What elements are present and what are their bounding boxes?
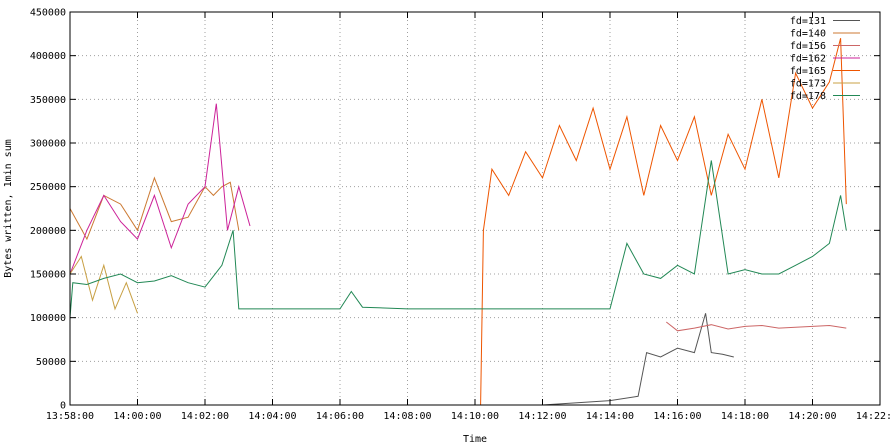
series-line-fd-131 xyxy=(70,313,734,406)
legend-label-fd-162: fd=162 xyxy=(790,54,826,65)
legend-label-fd-156: fd=156 xyxy=(790,41,826,52)
x-tick-label: 14:02:00 xyxy=(181,411,229,422)
x-tick-label: 14:16:00 xyxy=(653,411,701,422)
y-tick-label: 250000 xyxy=(30,182,66,193)
grid xyxy=(70,12,880,405)
y-tick-label: 150000 xyxy=(30,270,66,281)
x-tick-label: 14:00:00 xyxy=(113,411,161,422)
series-line-fd-173 xyxy=(69,255,138,314)
axis-ticks: 13:58:00 14:00:00 14:02:00 14:04:00 14:06:00… xyxy=(30,8,890,423)
y-tick-label: 400000 xyxy=(30,51,66,62)
x-axis-title: Time xyxy=(463,434,487,445)
x-tick-label: 14:14:00 xyxy=(586,411,634,422)
legend-label-fd-131: fd=131 xyxy=(790,16,826,27)
series-line-fd-156 xyxy=(665,321,847,332)
x-tick-label: 14:04:00 xyxy=(248,411,296,422)
y-tick-label: 50000 xyxy=(36,357,66,368)
y-tick-label: 350000 xyxy=(30,95,66,106)
series-lines xyxy=(69,38,847,406)
legend-label-fd-165: fd=165 xyxy=(790,66,826,77)
x-tick-label: 13:58:00 xyxy=(46,411,94,422)
series-line-fd-165 xyxy=(70,38,847,406)
y-tick-label: 300000 xyxy=(30,139,66,150)
legend-label-fd-178: fd=178 xyxy=(790,91,826,102)
x-tick-label: 14:08:00 xyxy=(383,411,431,422)
x-tick-label: 14:22:00 xyxy=(856,411,890,422)
x-tick-label: 14:06:00 xyxy=(316,411,364,422)
y-tick-label: 100000 xyxy=(30,313,66,324)
y-tick-label: 200000 xyxy=(30,226,66,237)
x-tick-label: 14:10:00 xyxy=(451,411,499,422)
x-tick-label: 14:12:00 xyxy=(518,411,566,422)
series-line-fd-178 xyxy=(69,160,847,318)
x-tick-label: 14:18:00 xyxy=(721,411,769,422)
y-axis-title: Bytes written, 1min sum xyxy=(3,139,14,277)
x-tick-label: 14:20:00 xyxy=(788,411,836,422)
y-tick-label: 450000 xyxy=(30,8,66,19)
legend-label-fd-140: fd=140 xyxy=(790,29,826,40)
series-line-fd-162 xyxy=(69,103,251,275)
y-tick-label: 0 xyxy=(60,401,66,412)
legend-label-fd-173: fd=173 xyxy=(790,79,826,90)
